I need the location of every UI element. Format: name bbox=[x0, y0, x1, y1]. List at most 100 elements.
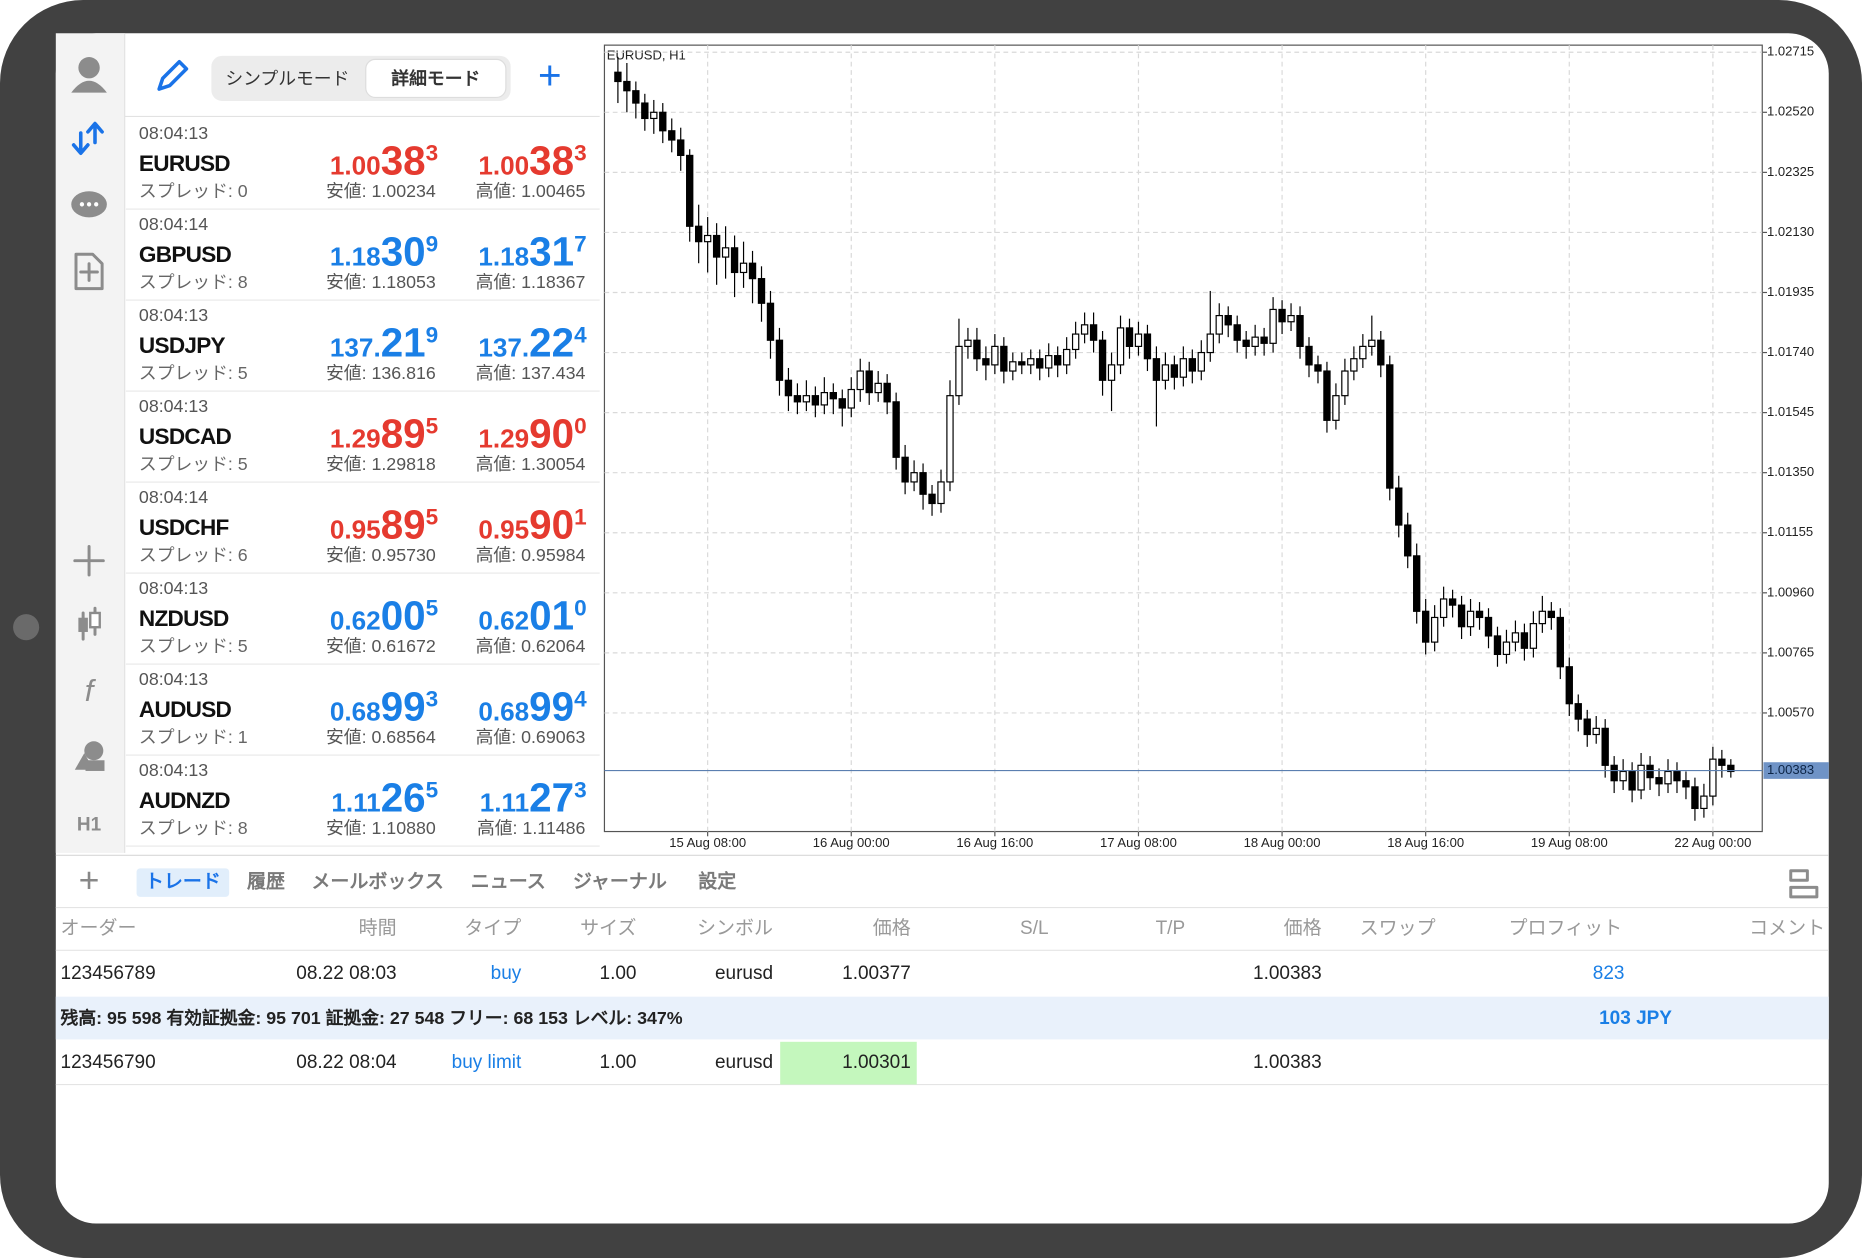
y-tick-label: 1.01935 bbox=[1767, 284, 1814, 299]
quote-time: 08:04:13 bbox=[139, 305, 208, 325]
candle-body bbox=[1278, 308, 1286, 323]
candle-body bbox=[946, 395, 954, 483]
candle-body bbox=[1071, 333, 1080, 351]
candle-body bbox=[748, 262, 757, 280]
y-tick-label: 1.02520 bbox=[1767, 104, 1814, 119]
tab[interactable]: ニュース bbox=[471, 872, 546, 893]
tab[interactable]: トレード bbox=[145, 872, 221, 893]
candle-body bbox=[1287, 314, 1295, 323]
tab[interactable]: メールボックス bbox=[311, 871, 443, 893]
quote-low: 安値: 1.29818 bbox=[326, 454, 436, 474]
quote-high: 高値: 0.69063 bbox=[476, 727, 586, 747]
account-summary: 残高: 95 598 有効証拠金: 95 701 証拠金: 27 548 フリー… bbox=[61, 1007, 683, 1028]
add-tab[interactable]: + bbox=[79, 860, 100, 900]
candle-body bbox=[1224, 314, 1232, 326]
candle-body bbox=[712, 234, 721, 258]
bid-price: 1.00383 bbox=[330, 138, 438, 184]
candle-body bbox=[1125, 327, 1134, 347]
candle-body bbox=[1673, 770, 1681, 782]
timeframe-button[interactable]: H1 bbox=[77, 814, 102, 835]
tab[interactable]: 設定 bbox=[698, 870, 736, 893]
quote-low: 安値: 1.00234 bbox=[326, 181, 436, 201]
bid-price: 137.219 bbox=[330, 320, 438, 366]
objects-icon[interactable] bbox=[74, 741, 105, 771]
candle-body bbox=[632, 90, 640, 104]
ask-small: 1 bbox=[574, 504, 587, 529]
edit-icon[interactable] bbox=[157, 59, 189, 91]
candle-body bbox=[1430, 616, 1439, 643]
candle-body bbox=[1018, 361, 1026, 366]
quote-low: 安値: 0.95730 bbox=[326, 545, 436, 565]
candle-body bbox=[721, 247, 730, 258]
mode-selected bbox=[365, 58, 507, 99]
table-cell: eurusd bbox=[715, 1052, 773, 1073]
new-order-icon[interactable] bbox=[74, 252, 104, 291]
layout-icon[interactable] bbox=[1789, 869, 1819, 899]
candle-body bbox=[1188, 358, 1197, 372]
x-tick-label: 16 Aug 00:00 bbox=[813, 835, 890, 850]
candle-body bbox=[1134, 333, 1143, 347]
crosshair-icon[interactable] bbox=[73, 544, 105, 577]
mode-button[interactable]: シンプルモード bbox=[225, 68, 349, 88]
bid-prefix: 0.95 bbox=[330, 515, 381, 545]
candle-body bbox=[694, 225, 703, 243]
chart-type-icon[interactable] bbox=[78, 606, 101, 641]
column-header: プロフィット bbox=[1509, 917, 1623, 939]
column-header: 価格 bbox=[873, 917, 911, 939]
y-tick-label: 1.01740 bbox=[1767, 344, 1814, 359]
bid-big: 00 bbox=[381, 593, 426, 639]
quote-symbol: USDCHF bbox=[139, 515, 229, 540]
candle-body bbox=[1601, 727, 1609, 766]
chart-area bbox=[603, 44, 1763, 833]
ask-prefix: 1.00 bbox=[478, 151, 529, 181]
candle-body bbox=[1466, 610, 1475, 628]
quote-high: 高値: 137.434 bbox=[476, 363, 586, 383]
account-icon[interactable] bbox=[71, 57, 107, 93]
tab[interactable]: 履歴 bbox=[247, 871, 285, 893]
candle-body bbox=[919, 472, 927, 495]
indicator-icon[interactable]: f bbox=[85, 673, 97, 708]
table-cell: 08.22 08:04 bbox=[296, 1052, 397, 1073]
candle-body bbox=[1170, 364, 1179, 378]
add-symbol[interactable]: + bbox=[538, 52, 562, 98]
bid-price: 0.62005 bbox=[330, 593, 438, 639]
quote-time: 08:04:14 bbox=[139, 487, 208, 507]
candle-body bbox=[1305, 345, 1313, 366]
quote-spread: スプレッド: 5 bbox=[139, 363, 248, 383]
candle-body bbox=[1395, 487, 1403, 526]
quote-spread: スプレッド: 0 bbox=[139, 181, 248, 201]
candle-body bbox=[1341, 370, 1349, 397]
trade-icon[interactable] bbox=[71, 121, 104, 156]
candle-body bbox=[1314, 364, 1322, 372]
quote-time: 08:04:13 bbox=[139, 123, 208, 143]
bid-prefix: 1.00 bbox=[330, 151, 381, 181]
candle-body bbox=[1089, 324, 1098, 341]
mode-button[interactable]: 詳細モード bbox=[391, 67, 480, 88]
quote-symbol: AUDNZD bbox=[139, 788, 230, 813]
candle-body bbox=[784, 379, 793, 397]
tab[interactable]: ジャーナル bbox=[573, 872, 667, 893]
home-button[interactable] bbox=[13, 614, 40, 641]
quote-high: 高値: 1.30054 bbox=[476, 454, 586, 474]
candle-body bbox=[829, 392, 837, 400]
quote-low: 安値: 1.18053 bbox=[326, 272, 436, 292]
current-price-label: 1.00383 bbox=[1767, 762, 1814, 777]
quote-spread: スプレッド: 1 bbox=[139, 727, 248, 747]
bid-prefix: 1.29 bbox=[330, 424, 381, 454]
table-cell: 08.22 08:03 bbox=[296, 963, 396, 984]
pending-price-highlight bbox=[780, 1041, 917, 1085]
chat-icon[interactable] bbox=[71, 191, 107, 218]
candle-body bbox=[1206, 333, 1214, 354]
candle-body bbox=[1215, 314, 1223, 335]
candle-body bbox=[982, 358, 990, 366]
candle-body bbox=[1682, 780, 1690, 788]
candle-body bbox=[901, 456, 909, 483]
bid-price: 1.18309 bbox=[330, 229, 438, 275]
candle-body bbox=[1718, 758, 1726, 766]
ask-small: 3 bbox=[574, 140, 587, 165]
candle-body bbox=[991, 345, 999, 366]
candle-body bbox=[1080, 324, 1089, 335]
candle-body bbox=[1448, 598, 1457, 606]
ask-big: 01 bbox=[529, 593, 574, 639]
y-tick-label: 1.01350 bbox=[1767, 464, 1814, 479]
